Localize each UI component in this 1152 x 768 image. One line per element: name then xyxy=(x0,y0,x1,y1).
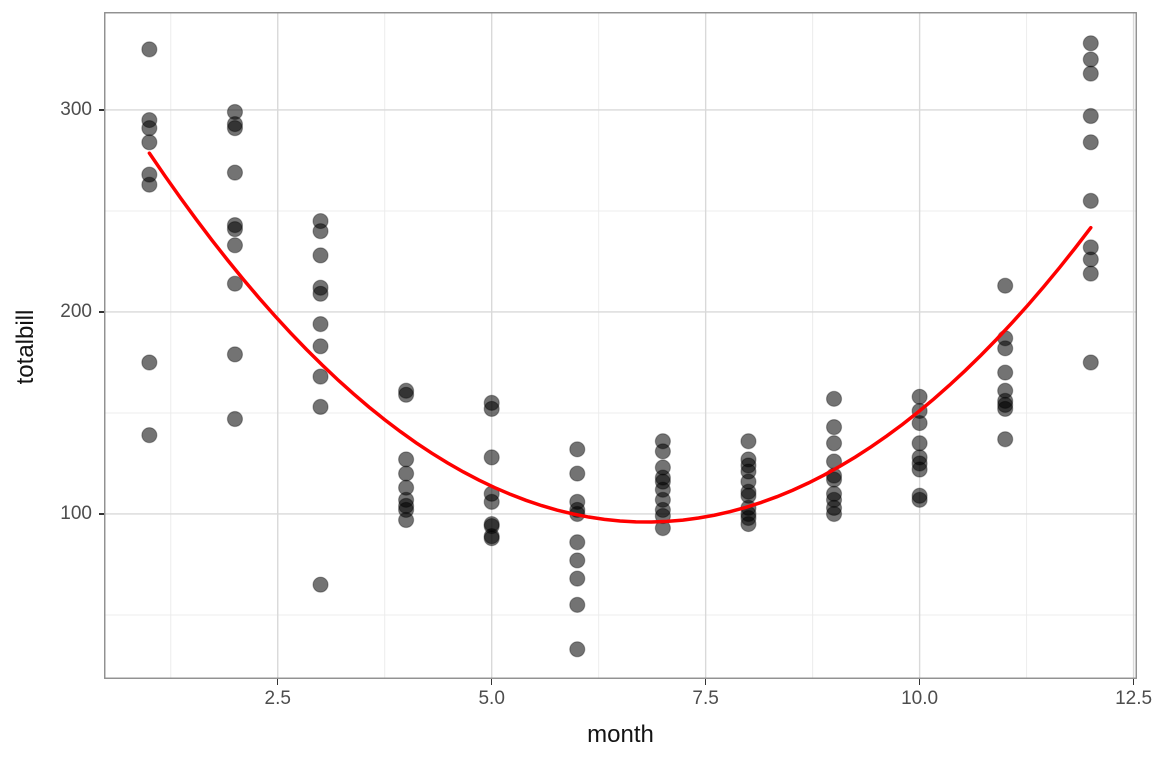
data-point xyxy=(1082,35,1099,52)
data-point xyxy=(226,275,244,292)
data-point xyxy=(569,552,586,569)
data-point xyxy=(1082,65,1099,82)
data-point xyxy=(911,414,928,432)
data-point xyxy=(1082,51,1099,68)
data-point xyxy=(911,491,928,508)
data-point xyxy=(997,340,1014,357)
data-point xyxy=(312,398,329,416)
data-point xyxy=(312,576,329,593)
x-tick-label: 5.0 xyxy=(478,688,505,709)
data-point xyxy=(1082,354,1099,371)
data-point xyxy=(569,570,586,587)
y-tick-mark xyxy=(98,109,104,111)
data-point xyxy=(825,505,843,523)
data-point xyxy=(312,368,329,385)
x-tick-mark xyxy=(276,679,279,685)
data-point xyxy=(911,388,928,405)
data-point xyxy=(740,433,757,450)
data-point xyxy=(141,176,158,193)
data-point xyxy=(141,354,158,371)
data-point xyxy=(226,120,244,137)
data-point xyxy=(483,493,500,510)
data-point xyxy=(312,247,329,264)
data-point xyxy=(312,338,329,355)
x-tick-mark xyxy=(704,679,707,685)
x-tick-label: 10.0 xyxy=(901,688,939,709)
x-tick-label: 12.5 xyxy=(1115,688,1152,709)
data-point xyxy=(312,223,329,240)
y-tick-label: 200 xyxy=(60,300,92,322)
data-point xyxy=(825,390,843,407)
data-point xyxy=(1082,251,1099,268)
data-point xyxy=(141,134,158,151)
data-point xyxy=(398,511,415,529)
x-tick-mark xyxy=(918,679,921,685)
plot-panel xyxy=(104,12,1137,679)
data-point xyxy=(911,461,928,478)
data-point xyxy=(997,277,1014,294)
data-point xyxy=(569,441,586,458)
data-point xyxy=(825,435,843,452)
data-point xyxy=(398,465,415,482)
data-point xyxy=(997,431,1014,448)
y-axis-title: totalbill xyxy=(12,309,39,385)
data-point xyxy=(1082,107,1099,125)
y-tick-label: 300 xyxy=(60,98,92,120)
data-point xyxy=(483,449,500,466)
x-tick-label: 2.5 xyxy=(264,688,291,709)
data-point xyxy=(312,285,329,302)
y-tick-label: 100 xyxy=(60,502,92,524)
data-point xyxy=(569,465,586,482)
trend-curve xyxy=(147,151,1093,524)
data-point xyxy=(997,400,1014,418)
data-point xyxy=(997,364,1014,381)
data-point xyxy=(569,534,586,551)
data-point xyxy=(141,41,158,58)
panel-border xyxy=(104,12,1137,679)
data-point xyxy=(398,386,415,403)
x-tick-mark xyxy=(1132,679,1135,685)
data-point xyxy=(226,346,244,363)
x-tick-label: 7.5 xyxy=(692,688,719,709)
data-point xyxy=(226,410,244,428)
data-point xyxy=(226,237,244,254)
data-point xyxy=(398,451,415,468)
data-point xyxy=(740,515,757,533)
data-point xyxy=(654,443,671,460)
plot-canvas xyxy=(104,12,1137,679)
data-point xyxy=(1082,265,1099,282)
y-tick-mark xyxy=(98,513,104,515)
data-point xyxy=(312,315,329,333)
data-point xyxy=(141,120,158,137)
x-axis-title: month xyxy=(587,721,654,748)
data-point xyxy=(1082,192,1099,209)
data-point xyxy=(141,427,158,444)
data-point xyxy=(226,164,244,181)
data-point xyxy=(226,221,244,238)
data-point xyxy=(911,435,928,452)
data-point xyxy=(483,530,500,547)
y-tick-mark xyxy=(98,311,104,313)
data-point xyxy=(825,419,843,436)
x-tick-mark xyxy=(490,679,493,685)
data-point xyxy=(569,596,586,613)
data-point xyxy=(569,641,586,658)
data-point xyxy=(483,400,500,418)
data-point xyxy=(1082,134,1099,151)
